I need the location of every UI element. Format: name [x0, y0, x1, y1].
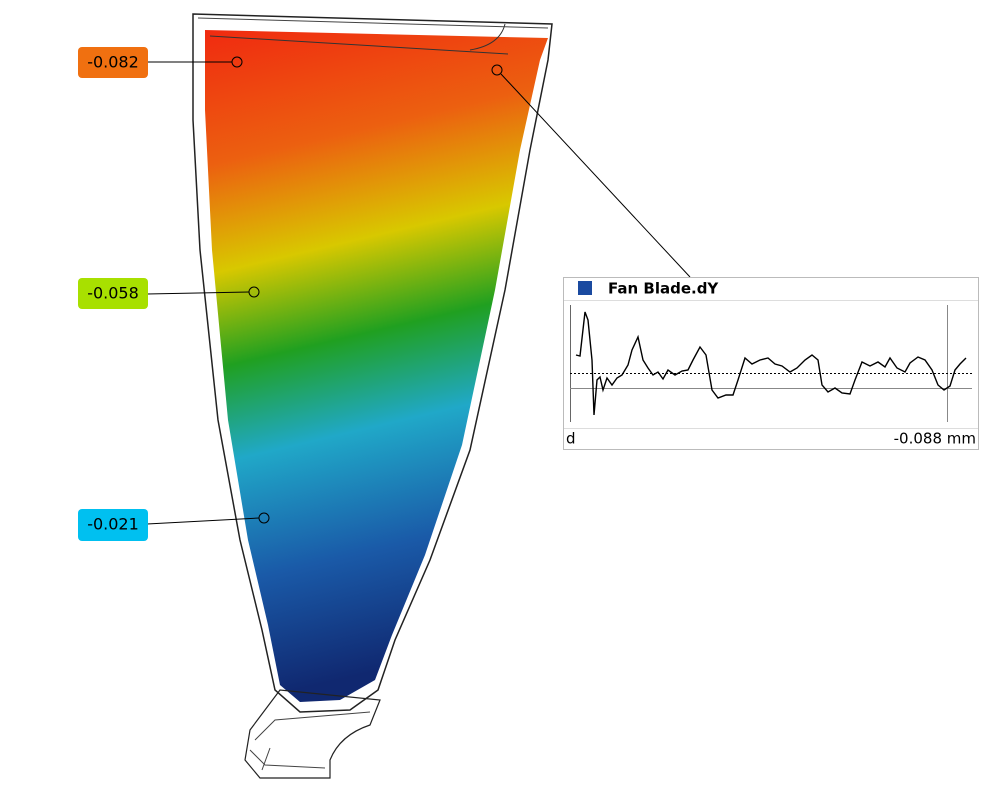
footer-right: -0.088 mm — [894, 430, 976, 448]
label-box — [78, 47, 148, 78]
blade-edge — [197, 17, 549, 29]
measure-point — [258, 512, 270, 524]
blade-root — [249, 711, 371, 771]
leader-line — [500, 73, 691, 278]
panel-icon — [578, 281, 592, 295]
measure-point — [491, 64, 503, 76]
measure-point — [248, 286, 260, 298]
measure-point — [231, 56, 243, 68]
footer-left: d — [566, 430, 576, 448]
label-box — [78, 278, 148, 309]
label-box — [78, 509, 148, 541]
inspection-panel — [563, 277, 979, 450]
leader-line — [146, 291, 250, 295]
panel-title: Fan Blade.dY — [608, 280, 719, 298]
label-value: -0.058 — [87, 284, 139, 303]
blade-edge — [209, 23, 509, 55]
blade-root — [244, 689, 381, 779]
deviation-map — [205, 30, 548, 702]
label-value: -0.082 — [87, 53, 139, 72]
label-value: -0.021 — [87, 515, 139, 534]
leader-line — [146, 517, 260, 525]
deviation-profile — [575, 311, 967, 416]
